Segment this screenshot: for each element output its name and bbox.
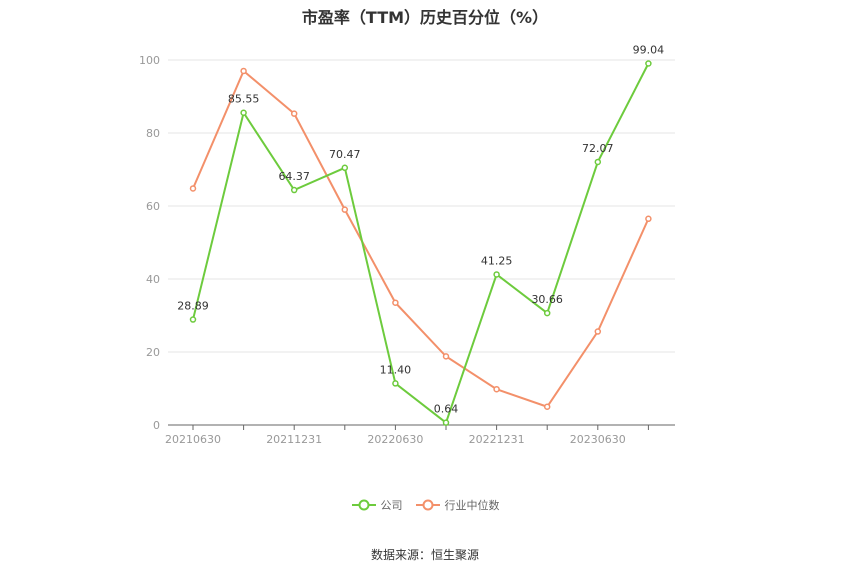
data-point — [341, 206, 349, 213]
data-point — [392, 380, 399, 387]
data-source: 数据来源：恒生聚源 — [370, 548, 479, 562]
y-tick-label: 0 — [153, 419, 160, 432]
data-point — [189, 185, 197, 192]
data-point — [341, 164, 349, 172]
data-point — [645, 60, 652, 67]
x-tick-label: 20211231 — [266, 433, 322, 446]
data-point — [189, 316, 197, 323]
series-line-1 — [192, 69, 650, 408]
data-point — [290, 186, 298, 194]
data-point — [543, 309, 551, 317]
legend-item[interactable]: 行业中位数 — [415, 497, 500, 513]
legend-label: 行业中位数 — [444, 499, 500, 512]
data-point — [442, 419, 450, 426]
y-tick-label: 80 — [146, 127, 160, 140]
x-tick-label: 20220630 — [367, 433, 423, 446]
y-tick-label: 40 — [146, 273, 160, 286]
x-tick-label: 20230630 — [570, 433, 626, 446]
line-chart: 0 20 40 60 80 100 20210630 20211231 20220630 2022… — [139, 44, 675, 446]
data-point — [594, 158, 602, 166]
y-tick-label: 60 — [146, 200, 160, 213]
data-point — [645, 215, 652, 223]
data-label: 72.07 — [582, 142, 614, 155]
legend-marker-icon — [351, 499, 376, 511]
data-point — [493, 271, 500, 278]
data-point — [290, 110, 298, 117]
data-label: 70.47 — [329, 148, 361, 161]
y-tick-label: 100 — [139, 54, 160, 67]
data-label: 41.25 — [481, 254, 513, 267]
legend-label: 公司 — [380, 499, 403, 512]
legend-marker-icon — [415, 499, 440, 511]
x-tick-label: 20221231 — [469, 433, 525, 446]
data-label: 30.66 — [531, 293, 563, 306]
legend: 公司 行业中位数 — [0, 497, 850, 515]
y-tick-label: 20 — [146, 346, 160, 359]
x-tick-label: 20210630 — [165, 433, 221, 446]
data-label: 28.89 — [177, 300, 209, 313]
data-point — [240, 109, 247, 116]
data-point — [392, 299, 399, 306]
data-label: 99.04 — [633, 44, 665, 57]
series-line-0 — [192, 63, 650, 425]
data-point — [442, 353, 450, 360]
data-label: 64.37 — [278, 170, 310, 183]
data-label: 85.55 — [228, 93, 260, 106]
data-point — [493, 385, 500, 393]
legend-item[interactable]: 公司 — [351, 497, 403, 513]
data-label: 0.64 — [434, 403, 459, 416]
chart-title: 市盈率（TTM）历史百分位（%） — [301, 8, 549, 27]
data-point — [594, 328, 602, 335]
data-label: 11.40 — [380, 363, 412, 376]
data-point — [240, 67, 247, 75]
data-point — [543, 403, 551, 410]
